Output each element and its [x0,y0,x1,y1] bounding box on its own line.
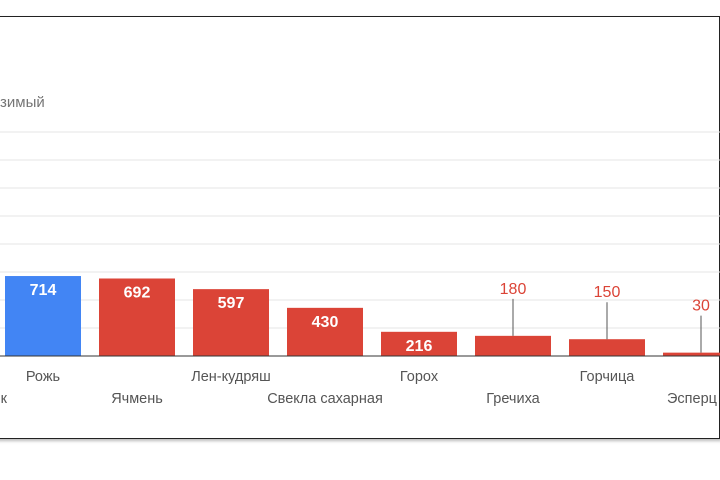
bar [663,352,720,356]
category-label: Рожь [26,369,60,385]
bar [569,339,645,356]
bar [475,335,551,356]
bar [5,276,81,356]
data-label: 714 [30,282,57,299]
bar [287,307,363,356]
bar [99,278,175,356]
bar [193,289,269,356]
category-label: к [1,391,8,407]
category-label: Горох [400,369,439,385]
category-label: Свекла сахарная [267,391,383,407]
legend-label: зимый [0,94,45,111]
category-label: Эсперц [667,391,717,407]
category-label: Ячмень [111,391,163,407]
data-label: 430 [312,314,339,331]
bars: 714 692 597 430 216 180 150 30 [0,276,720,357]
chart-frame [0,16,720,439]
data-label: 150 [594,284,621,301]
bar [381,331,457,356]
category-label: Лен-кудряш [191,369,271,385]
data-label: 692 [124,284,151,301]
category-label: Горчица [580,369,636,385]
data-label: 216 [406,338,433,355]
data-label: 180 [500,281,527,298]
data-label: 597 [218,295,245,312]
data-label: 30 [692,298,710,315]
category-labels: к Рожь Ячмень Лен-кудряш Свекла сахарная Горо… [1,369,717,407]
category-label: Гречиха [486,391,540,407]
